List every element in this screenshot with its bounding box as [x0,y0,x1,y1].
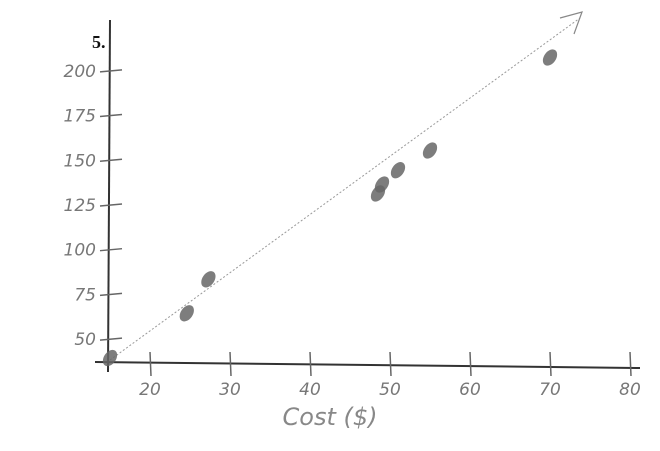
y-axis [108,20,110,372]
x-tick [310,352,311,376]
point [177,302,197,324]
x-tick-label: 30 [219,380,241,400]
point [198,268,218,290]
x-tick [470,352,471,376]
page: {"chart_data": { "type": "scatter", "tit… [0,0,660,447]
y-tick-label: 125 [64,196,96,216]
x-tick-label: 20 [139,380,161,400]
y-tick [100,338,122,340]
x-axis [95,362,640,368]
y-tick [100,293,122,295]
y-tick-label: 75 [74,285,96,305]
point [100,347,120,369]
trend-line [110,18,580,360]
y-tick-label: 200 [64,62,96,82]
chart-title: 5. [92,32,106,52]
y-tick-label: 175 [64,107,96,127]
y-tick-label: 100 [64,241,96,261]
y-tick [100,204,122,206]
point [540,47,560,69]
y-tick [100,249,122,251]
chart: 5. Cost ($) 50 75 100 125 150 175 200 20 30 40 50 6… [0,0,660,447]
x-tick-label: 60 [459,380,481,400]
x-tick [630,352,631,376]
y-tick-label: 150 [64,151,96,171]
x-axis-label: Cost ($) [283,403,378,431]
point [420,140,440,162]
y-tick-label: 50 [74,330,96,350]
y-tick [100,159,122,161]
x-tick-label: 70 [539,380,561,400]
x-tick [150,352,151,376]
x-tick-label: 40 [299,380,321,400]
x-tick [550,352,551,376]
x-tick-label: 80 [619,380,641,400]
x-tick [390,352,391,376]
x-tick [230,352,231,376]
y-tick [100,70,122,72]
x-tick-label: 50 [379,380,401,400]
point [388,159,408,181]
y-tick [100,115,122,117]
